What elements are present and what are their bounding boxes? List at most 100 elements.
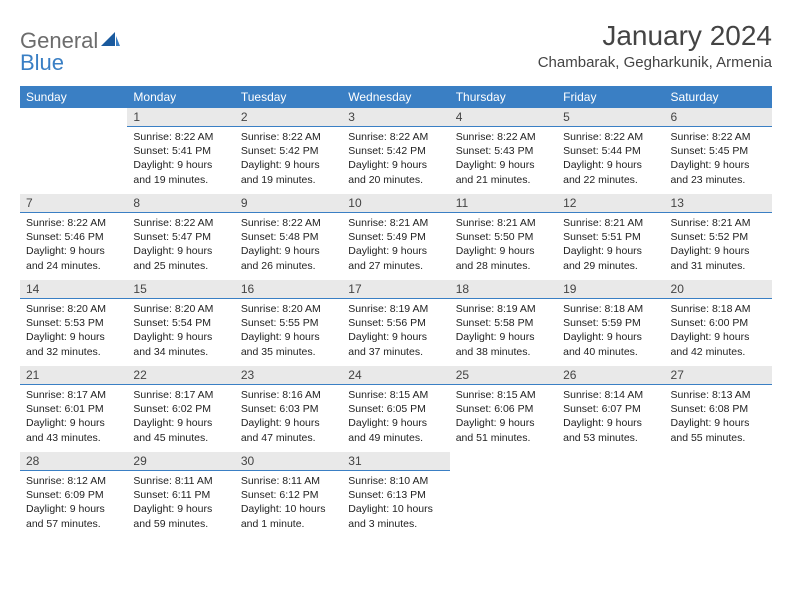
calendar-day-cell: 28Sunrise: 8:12 AMSunset: 6:09 PMDayligh… (20, 452, 127, 538)
calendar-day-cell: 29Sunrise: 8:11 AMSunset: 6:11 PMDayligh… (127, 452, 234, 538)
calendar-day-cell (557, 452, 664, 538)
day-details: Sunrise: 8:15 AMSunset: 6:06 PMDaylight:… (450, 385, 557, 445)
day-number: 4 (450, 108, 557, 127)
day-details: Sunrise: 8:21 AMSunset: 5:51 PMDaylight:… (557, 213, 664, 273)
day-number: 26 (557, 366, 664, 385)
day-number: 7 (20, 194, 127, 213)
calendar-day-cell: 22Sunrise: 8:17 AMSunset: 6:02 PMDayligh… (127, 366, 234, 452)
day-details: Sunrise: 8:19 AMSunset: 5:58 PMDaylight:… (450, 299, 557, 359)
day-details: Sunrise: 8:21 AMSunset: 5:49 PMDaylight:… (342, 213, 449, 273)
day-details: Sunrise: 8:22 AMSunset: 5:45 PMDaylight:… (665, 127, 772, 187)
day-details: Sunrise: 8:12 AMSunset: 6:09 PMDaylight:… (20, 471, 127, 531)
day-details: Sunrise: 8:15 AMSunset: 6:05 PMDaylight:… (342, 385, 449, 445)
calendar-day-cell: 1Sunrise: 8:22 AMSunset: 5:41 PMDaylight… (127, 108, 234, 194)
day-details: Sunrise: 8:22 AMSunset: 5:47 PMDaylight:… (127, 213, 234, 273)
day-details: Sunrise: 8:22 AMSunset: 5:43 PMDaylight:… (450, 127, 557, 187)
day-details: Sunrise: 8:19 AMSunset: 5:56 PMDaylight:… (342, 299, 449, 359)
day-number: 22 (127, 366, 234, 385)
day-details: Sunrise: 8:20 AMSunset: 5:53 PMDaylight:… (20, 299, 127, 359)
calendar-day-cell: 17Sunrise: 8:19 AMSunset: 5:56 PMDayligh… (342, 280, 449, 366)
weekday-header-row: SundayMondayTuesdayWednesdayThursdayFrid… (20, 86, 772, 108)
page-title: January 2024 (538, 20, 772, 52)
day-number: 25 (450, 366, 557, 385)
calendar-day-cell: 23Sunrise: 8:16 AMSunset: 6:03 PMDayligh… (235, 366, 342, 452)
calendar-day-cell: 12Sunrise: 8:21 AMSunset: 5:51 PMDayligh… (557, 194, 664, 280)
calendar-day-cell: 9Sunrise: 8:22 AMSunset: 5:48 PMDaylight… (235, 194, 342, 280)
day-details: Sunrise: 8:22 AMSunset: 5:42 PMDaylight:… (235, 127, 342, 187)
day-details: Sunrise: 8:13 AMSunset: 6:08 PMDaylight:… (665, 385, 772, 445)
day-details: Sunrise: 8:22 AMSunset: 5:42 PMDaylight:… (342, 127, 449, 187)
calendar-week-row: 1Sunrise: 8:22 AMSunset: 5:41 PMDaylight… (20, 108, 772, 194)
day-number: 29 (127, 452, 234, 471)
day-number: 6 (665, 108, 772, 127)
day-number: 9 (235, 194, 342, 213)
day-number: 23 (235, 366, 342, 385)
day-number: 3 (342, 108, 449, 127)
calendar-day-cell: 24Sunrise: 8:15 AMSunset: 6:05 PMDayligh… (342, 366, 449, 452)
day-number: 8 (127, 194, 234, 213)
weekday-header: Saturday (665, 86, 772, 108)
day-number: 17 (342, 280, 449, 299)
day-number: 28 (20, 452, 127, 471)
calendar-day-cell: 18Sunrise: 8:19 AMSunset: 5:58 PMDayligh… (450, 280, 557, 366)
day-number: 11 (450, 194, 557, 213)
calendar-week-row: 14Sunrise: 8:20 AMSunset: 5:53 PMDayligh… (20, 280, 772, 366)
day-number: 2 (235, 108, 342, 127)
day-details: Sunrise: 8:10 AMSunset: 6:13 PMDaylight:… (342, 471, 449, 531)
day-number: 19 (557, 280, 664, 299)
day-details: Sunrise: 8:22 AMSunset: 5:48 PMDaylight:… (235, 213, 342, 273)
day-details: Sunrise: 8:20 AMSunset: 5:54 PMDaylight:… (127, 299, 234, 359)
day-number: 20 (665, 280, 772, 299)
weekday-header: Sunday (20, 86, 127, 108)
day-details: Sunrise: 8:18 AMSunset: 6:00 PMDaylight:… (665, 299, 772, 359)
logo-sail-icon (101, 32, 121, 52)
calendar-day-cell: 2Sunrise: 8:22 AMSunset: 5:42 PMDaylight… (235, 108, 342, 194)
calendar-day-cell: 21Sunrise: 8:17 AMSunset: 6:01 PMDayligh… (20, 366, 127, 452)
calendar-day-cell: 8Sunrise: 8:22 AMSunset: 5:47 PMDaylight… (127, 194, 234, 280)
calendar-day-cell: 4Sunrise: 8:22 AMSunset: 5:43 PMDaylight… (450, 108, 557, 194)
weekday-header: Friday (557, 86, 664, 108)
calendar-day-cell: 6Sunrise: 8:22 AMSunset: 5:45 PMDaylight… (665, 108, 772, 194)
weekday-header: Tuesday (235, 86, 342, 108)
calendar-day-cell: 16Sunrise: 8:20 AMSunset: 5:55 PMDayligh… (235, 280, 342, 366)
calendar-day-cell: 5Sunrise: 8:22 AMSunset: 5:44 PMDaylight… (557, 108, 664, 194)
day-details: Sunrise: 8:20 AMSunset: 5:55 PMDaylight:… (235, 299, 342, 359)
calendar-day-cell: 27Sunrise: 8:13 AMSunset: 6:08 PMDayligh… (665, 366, 772, 452)
day-details: Sunrise: 8:21 AMSunset: 5:50 PMDaylight:… (450, 213, 557, 273)
calendar-day-cell: 10Sunrise: 8:21 AMSunset: 5:49 PMDayligh… (342, 194, 449, 280)
title-block: January 2024 Chambarak, Gegharkunik, Arm… (538, 20, 772, 71)
day-number: 15 (127, 280, 234, 299)
weekday-header: Wednesday (342, 86, 449, 108)
calendar-day-cell: 25Sunrise: 8:15 AMSunset: 6:06 PMDayligh… (450, 366, 557, 452)
calendar-table: SundayMondayTuesdayWednesdayThursdayFrid… (20, 86, 772, 538)
logo-text-general: General (20, 30, 98, 52)
day-details: Sunrise: 8:17 AMSunset: 6:02 PMDaylight:… (127, 385, 234, 445)
day-number: 5 (557, 108, 664, 127)
calendar-day-cell: 15Sunrise: 8:20 AMSunset: 5:54 PMDayligh… (127, 280, 234, 366)
day-details: Sunrise: 8:22 AMSunset: 5:41 PMDaylight:… (127, 127, 234, 187)
day-number: 24 (342, 366, 449, 385)
calendar-day-cell (665, 452, 772, 538)
day-details: Sunrise: 8:11 AMSunset: 6:12 PMDaylight:… (235, 471, 342, 531)
calendar-week-row: 21Sunrise: 8:17 AMSunset: 6:01 PMDayligh… (20, 366, 772, 452)
day-details: Sunrise: 8:11 AMSunset: 6:11 PMDaylight:… (127, 471, 234, 531)
page-subtitle: Chambarak, Gegharkunik, Armenia (538, 54, 772, 71)
day-details: Sunrise: 8:16 AMSunset: 6:03 PMDaylight:… (235, 385, 342, 445)
calendar-day-cell (450, 452, 557, 538)
logo-text-blue: Blue (20, 52, 121, 74)
day-details: Sunrise: 8:22 AMSunset: 5:46 PMDaylight:… (20, 213, 127, 273)
calendar-day-cell: 31Sunrise: 8:10 AMSunset: 6:13 PMDayligh… (342, 452, 449, 538)
calendar-week-row: 7Sunrise: 8:22 AMSunset: 5:46 PMDaylight… (20, 194, 772, 280)
weekday-header: Thursday (450, 86, 557, 108)
day-number: 10 (342, 194, 449, 213)
day-number: 21 (20, 366, 127, 385)
day-details: Sunrise: 8:17 AMSunset: 6:01 PMDaylight:… (20, 385, 127, 445)
day-number: 16 (235, 280, 342, 299)
day-number: 12 (557, 194, 664, 213)
calendar-day-cell: 19Sunrise: 8:18 AMSunset: 5:59 PMDayligh… (557, 280, 664, 366)
calendar-day-cell (20, 108, 127, 194)
day-number: 14 (20, 280, 127, 299)
day-number: 27 (665, 366, 772, 385)
day-details: Sunrise: 8:18 AMSunset: 5:59 PMDaylight:… (557, 299, 664, 359)
calendar-day-cell: 20Sunrise: 8:18 AMSunset: 6:00 PMDayligh… (665, 280, 772, 366)
